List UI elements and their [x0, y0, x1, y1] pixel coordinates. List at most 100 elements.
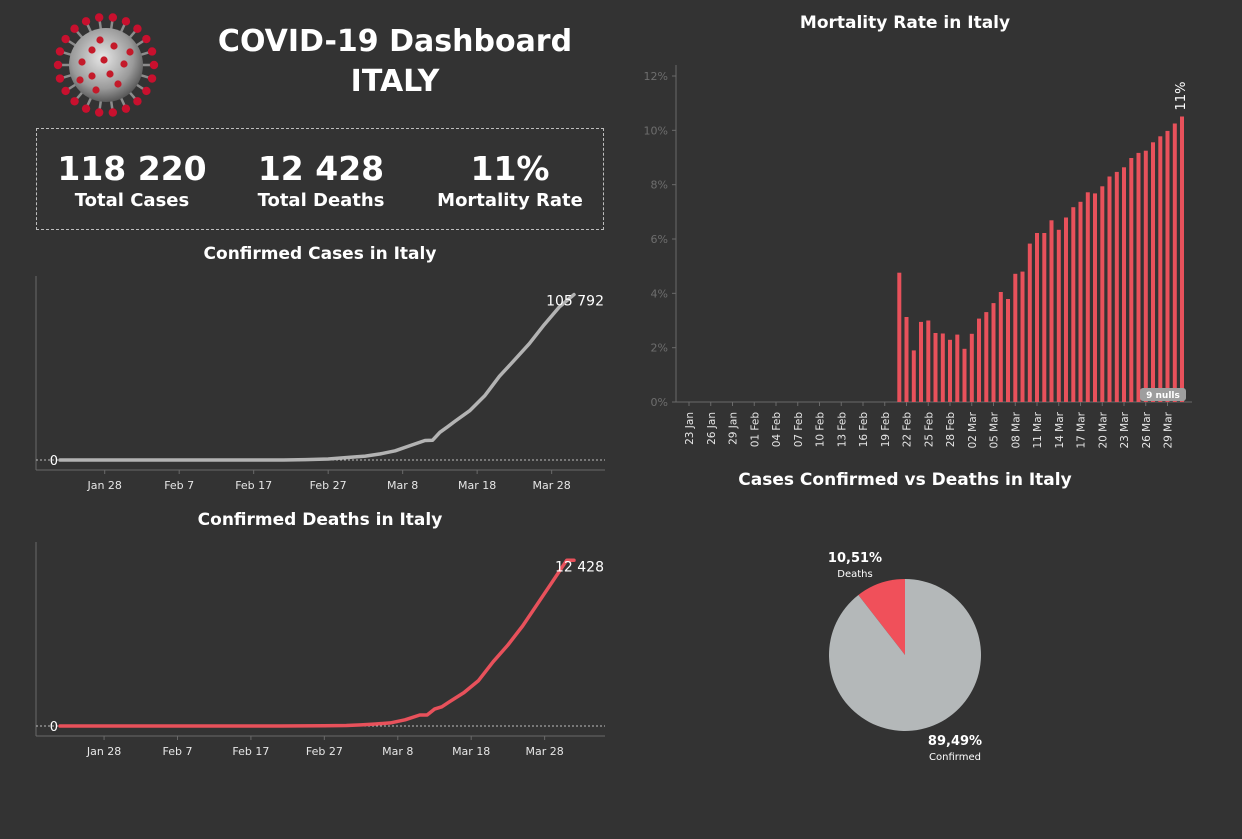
x-tick-label: 26 Mar [1141, 411, 1153, 448]
virus-spike-tip [133, 97, 142, 106]
x-tick-label: 23 Jan [684, 412, 696, 445]
x-tick-group: 14 Mar [1054, 411, 1066, 448]
x-tick-label: 16 Feb [858, 412, 870, 448]
mortality-bar [1136, 152, 1141, 402]
virus-spike-tip [61, 34, 70, 44]
virus-spike-tip [70, 24, 79, 33]
mortality-bar [998, 292, 1003, 402]
kpi-value: 11% [470, 149, 550, 188]
virus-spike-tip [142, 34, 151, 44]
x-tick-group: 22 Feb [902, 412, 914, 448]
mortality-bar [962, 348, 967, 402]
x-tick-group: 13 Feb [836, 412, 848, 448]
mortality-bar [1100, 186, 1105, 402]
x-tick-label: 01 Feb [749, 412, 761, 448]
x-tick-group: 29 Mar [1163, 411, 1175, 448]
mortality-bar [1151, 142, 1155, 403]
virus-spike-tip [142, 86, 151, 96]
mortality-bar [955, 334, 960, 402]
mortality-bar [1064, 217, 1068, 402]
virus-surface-dot [78, 58, 86, 66]
virus-spike-tip [149, 60, 159, 70]
cases-line-chart: Jan 28 Feb 7 Feb 17 Feb 27 Mar 8 Mar 18 Mar 28… [35, 276, 605, 492]
x-tick-label: 17 Mar [1076, 411, 1088, 448]
x-tick-label: 22 Feb [902, 412, 914, 448]
x-tick-label: Mar 18 [452, 745, 490, 758]
x-tick-group: 11 Mar [1032, 411, 1044, 448]
virus-spike-tip [147, 74, 157, 83]
mortality-bar [1049, 220, 1054, 402]
mortality-bar [1035, 233, 1039, 402]
x-tick-group: 01 Feb [749, 412, 761, 448]
x-tick-label: 13 Feb [836, 412, 848, 448]
x-tick-group: 23 Mar [1119, 411, 1131, 448]
virus-spike-tip [94, 108, 104, 117]
virus-surface-dot [106, 70, 114, 78]
end-value-label: 12 428 [555, 559, 604, 575]
kpi-mortality-rate: 11% Mortality Rate [415, 149, 605, 213]
kpi-label: Total Cases [74, 190, 190, 211]
series-line [58, 292, 576, 462]
virus-surface-dot [100, 56, 108, 64]
mortality-bar [1114, 171, 1119, 402]
end-value-label: 11% [1174, 82, 1189, 111]
x-tick-group: 04 Feb [771, 412, 783, 448]
x-tick-label: 28 Feb [945, 412, 957, 448]
pie-slice-deaths [858, 579, 905, 655]
mortality-bar [926, 320, 931, 402]
y-tick-label: 2% [651, 342, 668, 355]
virus-surface-dot [88, 72, 96, 80]
mortality-bar [919, 321, 923, 402]
x-tick-group: 17 Mar [1076, 411, 1088, 448]
x-tick-label: 10 Feb [815, 412, 827, 448]
virus-spike-tip [53, 60, 63, 70]
x-tick-label: Feb 7 [164, 479, 194, 492]
mortality-bar [1042, 233, 1047, 402]
title-line-2: ITALY [350, 64, 440, 99]
virus-spike-tip [70, 97, 79, 106]
kpi-value: 118 220 [57, 149, 207, 188]
x-tick-label: 29 Mar [1163, 411, 1175, 448]
x-tick-label: Jan 28 [86, 745, 121, 758]
virus-spike-tip [108, 108, 118, 117]
x-tick-group: 10 Feb [815, 412, 827, 448]
x-tick-label: 20 Mar [1097, 411, 1109, 448]
kpi-label: Mortality Rate [437, 190, 583, 211]
mortality-bar [1172, 123, 1177, 402]
cases-vs-deaths-pie: 10,51% Deaths 89,49% Confirmed [828, 551, 982, 763]
x-tick-group: 26 Mar [1141, 411, 1153, 448]
y-tick-label: 8% [651, 179, 668, 192]
end-value-label: 105 792 [546, 294, 604, 310]
coronavirus-icon [53, 13, 159, 117]
x-tick-label: 04 Feb [771, 412, 783, 448]
virus-spike-tip [61, 86, 70, 96]
pie-slice-confirmed [829, 579, 982, 731]
x-tick-label: Jan 28 [86, 479, 121, 492]
mortality-bar [1165, 130, 1170, 402]
start-value-label: 0 [50, 454, 58, 469]
x-tick-label: 25 Feb [923, 412, 935, 448]
mortality-bar [933, 333, 938, 402]
x-tick-group: 29 Jan [728, 412, 740, 445]
mortality-bar [1085, 192, 1090, 402]
mortality-bar [1158, 136, 1163, 403]
x-tick-label: 23 Mar [1119, 411, 1131, 448]
kpi-panel: 118 220 Total Cases 12 428 Total Deaths … [36, 128, 604, 230]
cases-chart-title: Confirmed Cases in Italy [203, 244, 437, 264]
mortality-bar [1122, 167, 1126, 402]
mortality-bar [1129, 158, 1134, 402]
virus-surface-dot [114, 80, 122, 88]
x-tick-group: 07 Feb [793, 412, 805, 448]
mortality-bar-chart: 0% 2% 4% 6% 8% 10% 12% 23 Jan 26 Jan 29 Jan 01 Feb… [644, 65, 1192, 449]
nulls-indicator [1140, 388, 1186, 401]
x-tick-label: 11 Mar [1032, 411, 1044, 448]
mortality-bar [1056, 229, 1061, 402]
deaths-chart-title: Confirmed Deaths in Italy [197, 510, 443, 530]
kpi-total-cases: 118 220 Total Cases [37, 149, 227, 213]
mortality-bar [911, 350, 916, 402]
deaths-line-chart: Jan 28 Feb 7 Feb 17 Feb 27 Mar 8 Mar 18 Mar 28… [35, 542, 605, 758]
kpi-total-deaths: 12 428 Total Deaths [226, 149, 416, 213]
mortality-bar [948, 339, 952, 402]
x-tick-label: Feb 17 [232, 745, 269, 758]
virus-spike-tip [55, 47, 65, 56]
